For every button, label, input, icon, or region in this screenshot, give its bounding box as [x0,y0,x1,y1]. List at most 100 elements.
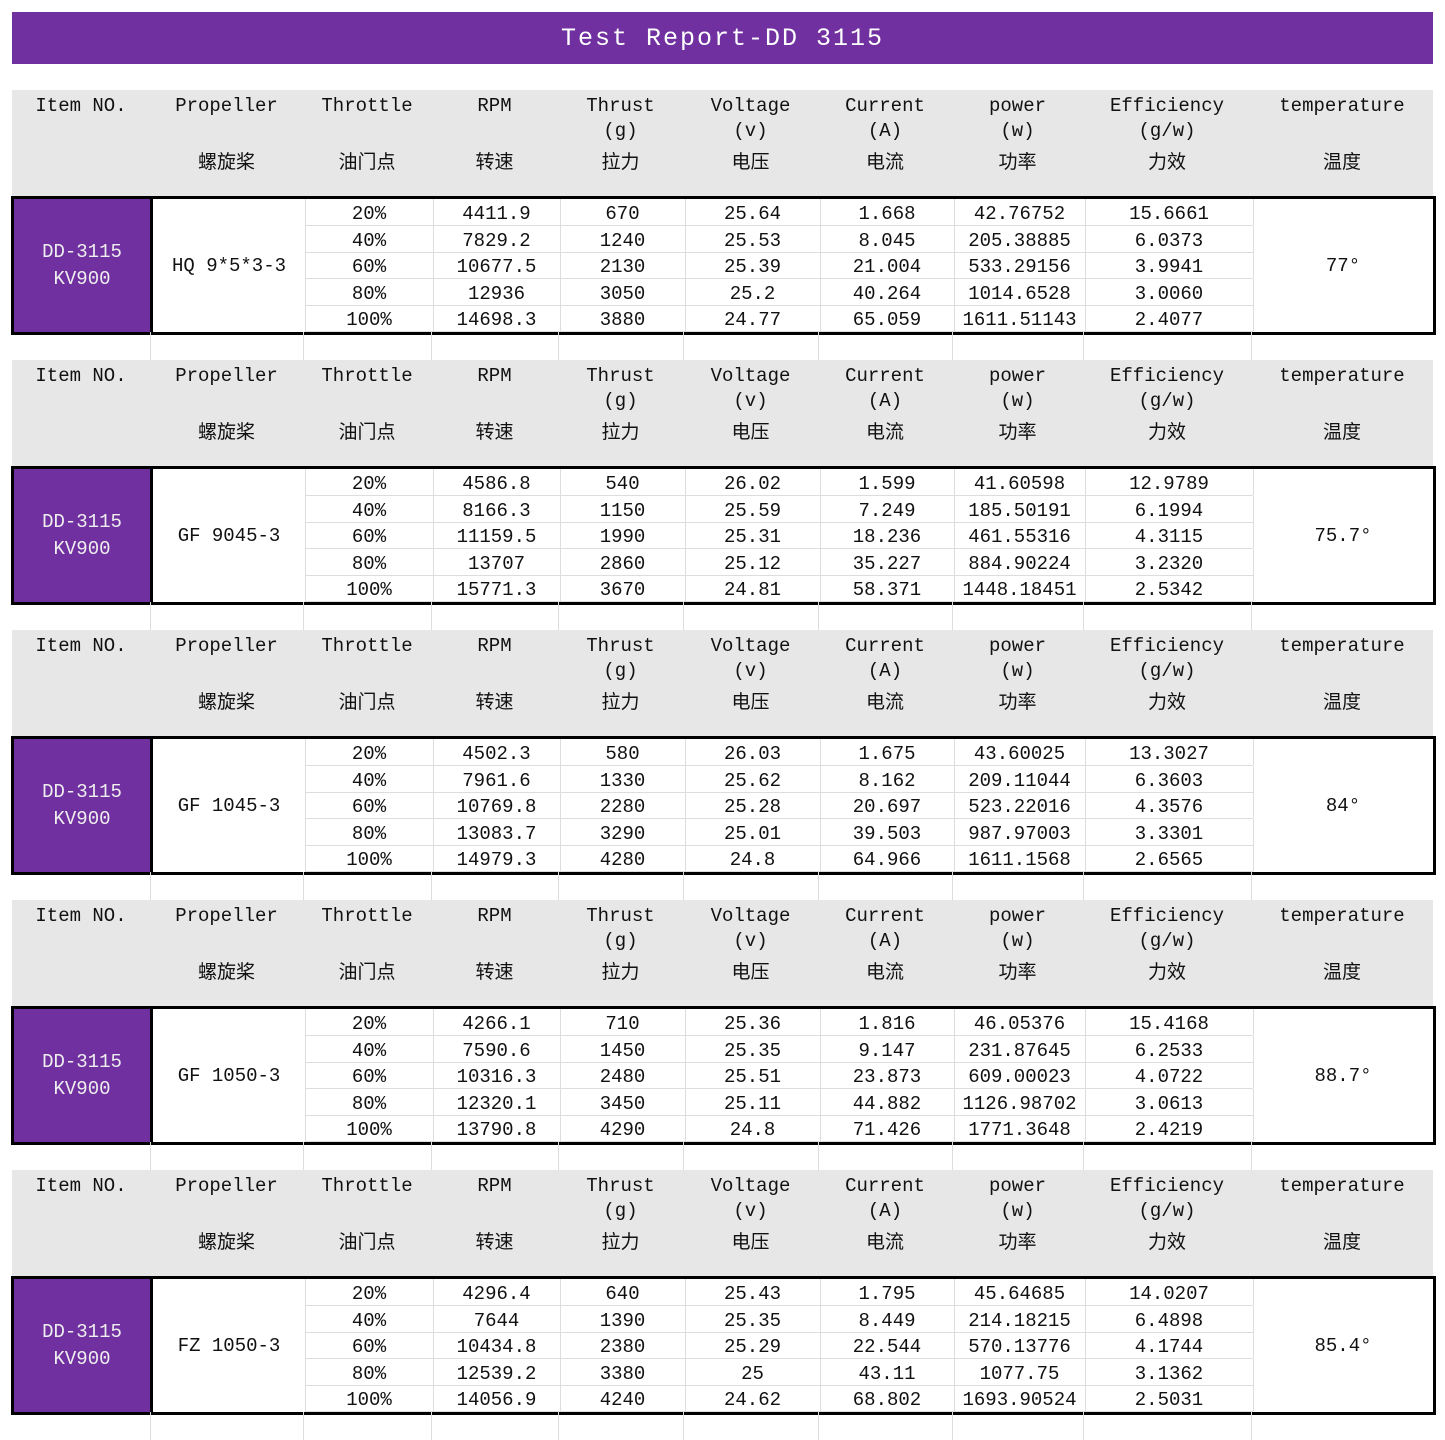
table-row: 100% 15771.3 3670 24.81 58.371 1448.18451 2.53… [305,575,1254,603]
header-thrust-line: (g) [603,660,638,682]
header-row: Item NO. Propeller 螺旋桨 Throttle 油门点 RPM 转速 Thru… [12,90,1433,196]
header-power: power (w) 功率 [952,90,1083,196]
cell-power: 231.87645 [954,1035,1086,1062]
cell-current: 23.873 [820,1062,955,1089]
header-row: Item NO. Propeller 螺旋桨 Throttle 油门点 RPM 转速 Thru… [12,1170,1433,1276]
spacer-row [12,872,1433,900]
grid-line [818,1142,819,1170]
cell-voltage: 26.03 [685,739,821,765]
header-efficiency-line: 力效 [1147,152,1186,174]
header-row: Item NO. Propeller 螺旋桨 Throttle 油门点 RPM 转速 Thru… [12,360,1433,466]
cell-thrust: 4240 [560,1385,686,1412]
header-rpm-line: RPM [477,1175,512,1197]
cell-voltage: 24.62 [685,1385,821,1412]
header-temperature: temperature 温度 [1251,360,1433,466]
table-row: 80% 13083.7 3290 25.01 39.503 987.97003 3.3301 [305,818,1254,846]
header-efficiency-line: (g/w) [1138,390,1196,412]
cell-power: 533.29156 [954,252,1086,279]
cell-current: 1.668 [820,199,955,225]
header-thrust-line: 拉力 [601,1232,640,1254]
header-propeller: Propeller 螺旋桨 [150,900,303,1006]
cell-efficiency: 3.3301 [1085,818,1254,845]
cell-current: 22.544 [820,1332,955,1359]
header-power-line: 功率 [998,422,1037,444]
header-item-line: Item NO. [35,1175,127,1197]
table-row: 100% 13790.8 4290 24.8 71.426 1771.3648 2.4219 [305,1115,1254,1143]
cell-rpm: 4502.3 [433,739,561,765]
cell-rpm: 10316.3 [433,1062,561,1089]
cell-rpm: 4411.9 [433,199,561,225]
cell-current: 35.227 [820,548,955,575]
header-temperature-line: temperature [1279,95,1405,117]
cell-current: 1.816 [820,1009,955,1035]
cell-voltage: 25.01 [685,818,821,845]
header-efficiency-line: Efficiency [1109,365,1225,387]
header-power: power (w) 功率 [952,900,1083,1006]
header-current: Current (A) 电流 [818,1170,952,1276]
header-rpm: RPM 转速 [431,360,558,466]
cell-throttle: 100% [305,1385,434,1412]
cell-rpm: 7590.6 [433,1035,561,1062]
header-voltage-line: 电压 [731,1232,770,1254]
table-row: 100% 14979.3 4280 24.8 64.966 1611.1568 2.6565 [305,845,1254,873]
table-row: 20% 4502.3 580 26.03 1.675 43.60025 13.3027 [305,739,1254,766]
table-row: 20% 4586.8 540 26.02 1.599 41.60598 12.9789 [305,469,1254,496]
header-power-line: 功率 [998,1232,1037,1254]
grid-line [558,332,559,360]
header-current: Current (A) 电流 [818,360,952,466]
grid-line [1251,1142,1252,1170]
cell-voltage: 24.8 [685,1115,821,1142]
cell-rpm: 13790.8 [433,1115,561,1142]
cell-power: 987.97003 [954,818,1086,845]
grid-line [558,1412,559,1440]
header-current-line: 电流 [865,692,904,714]
table-row: 80% 12936 3050 25.2 40.264 1014.6528 3.0060 [305,278,1254,306]
header-propeller: Propeller 螺旋桨 [150,1170,303,1276]
data-group: DD-3115 KV900 GF 1050-3 88.7° 20% 4266.1 710… [11,1006,1436,1145]
header-throttle-line: 油门点 [338,1232,396,1254]
header-power-line: power [988,365,1046,387]
cell-power: 41.60598 [954,469,1086,495]
table-row: 60% 10316.3 2480 25.51 23.873 609.00023 4.0722 [305,1062,1254,1090]
table-row: 40% 7829.2 1240 25.53 8.045 205.38885 6.0373 [305,225,1254,253]
header-temperature-line: 温度 [1322,962,1361,984]
grid-line [150,1142,151,1170]
header-voltage-line: (v) [733,1200,768,1222]
header-thrust-line: Thrust [586,365,655,387]
cell-rpm: 12320.1 [433,1088,561,1115]
cell-rpm: 7961.6 [433,765,561,792]
header-throttle-line: 油门点 [338,422,396,444]
header-power-line: 功率 [998,152,1037,174]
header-thrust-line: 拉力 [601,152,640,174]
cell-power: 1448.18451 [954,575,1086,602]
header-thrust-line: (g) [603,930,638,952]
cell-thrust: 580 [560,739,686,765]
cell-power: 205.38885 [954,225,1086,252]
grid-line [1251,602,1252,630]
cell-voltage: 25.64 [685,199,821,225]
grid-line [952,1142,953,1170]
header-efficiency-line: 力效 [1147,962,1186,984]
cell-voltage: 25.35 [685,1035,821,1062]
cell-efficiency: 3.2320 [1085,548,1254,575]
cell-thrust: 3670 [560,575,686,602]
item-model: DD-3115 [42,1050,122,1073]
cell-efficiency: 6.4898 [1085,1305,1254,1332]
cell-current: 7.249 [820,495,955,522]
cell-power: 209.11044 [954,765,1086,792]
header-temperature-line: temperature [1279,365,1405,387]
temperature-cell: 88.7° [1314,1064,1372,1087]
header-throttle-line: Throttle [321,905,413,927]
header-current: Current (A) 电流 [818,90,952,196]
cell-efficiency: 6.1994 [1085,495,1254,522]
header-propeller-line: 螺旋桨 [197,692,255,714]
cell-rpm: 4586.8 [433,469,561,495]
header-throttle-line: Throttle [321,365,413,387]
cell-thrust: 4280 [560,845,686,872]
header-temperature-line: 温度 [1322,692,1361,714]
header-efficiency-line: Efficiency [1109,1175,1225,1197]
grid-line [303,602,304,630]
test-block: Item NO. Propeller 螺旋桨 Throttle 油门点 RPM 转速 Thru… [11,90,1436,360]
header-rpm-line: 转速 [475,1232,514,1254]
cell-thrust: 2380 [560,1332,686,1359]
